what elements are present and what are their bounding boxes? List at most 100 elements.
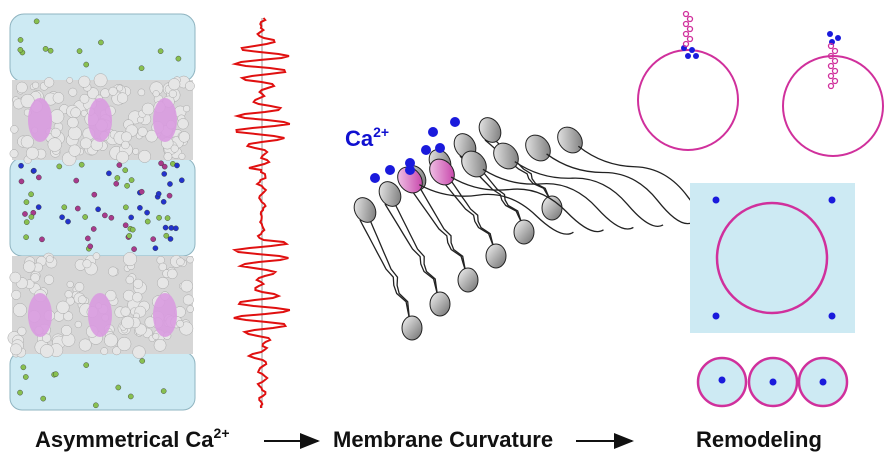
vesicle [715,201,829,315]
lipid-atom [74,282,85,292]
bead [827,42,835,50]
lipid-atom [141,102,155,116]
ion [23,234,29,240]
lipid-atom [158,262,168,272]
lipid-atom [9,149,19,159]
ion [835,35,841,41]
caption: Remodeling [696,427,822,452]
caption: Membrane Curvature [333,427,553,452]
lipid-atom [100,347,109,356]
bead [682,20,690,28]
ion [385,165,395,175]
ion [39,236,45,243]
density-trace [231,17,291,409]
ion [115,384,122,391]
bead [831,47,839,55]
lipid-atom [43,77,55,88]
ion [23,199,30,205]
lipid-atom [116,84,124,92]
ion [164,215,171,221]
lipid-atom [77,295,87,305]
lipid-tail [444,171,494,247]
lipid-atom [67,116,79,129]
lipid-atom [108,86,118,96]
lipid-atom [176,257,185,267]
lipid-head [461,150,487,178]
bead-chain [682,10,839,90]
ion [157,48,164,54]
ion [161,163,168,170]
lipid-atom [116,150,129,164]
bead [682,40,690,48]
ion [127,393,134,400]
lipid-atom [153,338,167,352]
ion [137,205,143,211]
ion [114,175,121,181]
lipid-tail [450,176,604,233]
lipid-atom [66,280,74,288]
bead [686,15,694,23]
ion [769,378,777,386]
lipid-tail [419,187,466,271]
simulation-box [7,13,196,411]
ion [693,53,699,59]
lipid-head [493,142,519,170]
ion [65,218,71,225]
ion [17,389,23,396]
lipid-atom [16,81,28,94]
lipid-head [513,219,535,245]
lipid-atom [44,274,55,285]
lipid-tail [394,203,438,295]
lipid-atom [66,77,73,84]
ion [36,174,42,181]
lipid-atom [170,144,179,153]
lipid-atom [125,275,135,285]
protein [153,98,177,142]
lipid-atom [121,315,135,329]
lipid-head [478,117,502,143]
ion [74,205,81,212]
ion [152,245,159,252]
ion [828,312,836,320]
bead [682,10,690,18]
lipid-atom [17,326,27,336]
ion-label: Ca2+ [345,124,389,151]
protein [153,293,177,337]
ion [23,219,30,225]
lipid-atom [168,89,178,98]
ion [82,214,88,220]
bead [827,72,835,80]
lipid-tail [514,161,664,227]
lipid-atom [163,152,173,161]
lipid-tail [359,219,410,319]
lipid-atom [133,278,144,289]
ion [160,388,167,394]
water-layer [9,351,196,411]
ion [56,163,63,170]
lipid-atom [104,333,118,348]
ion [33,18,40,25]
lipid-atom [47,137,62,152]
lipid-atom [10,343,22,356]
bead [682,30,690,38]
ion [712,312,720,320]
lipid-atom [70,107,81,118]
ion [150,236,157,242]
lipid-tail [482,168,634,230]
lipid-head [525,134,551,162]
lipid-atom [180,279,194,293]
lipid-head [429,291,451,317]
ion [59,214,65,221]
ion [40,395,47,402]
lipid-atom [132,292,143,303]
vesicle [637,49,739,151]
ion [20,364,27,371]
ion [450,117,460,127]
lipid-atom [92,252,101,260]
ion [42,46,49,52]
ion [90,226,97,232]
lipid-head [429,158,455,186]
lipid-atom [49,109,65,124]
ion [126,233,133,239]
